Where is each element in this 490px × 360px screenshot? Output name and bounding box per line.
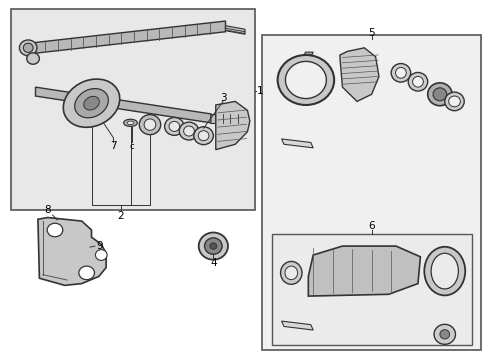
Text: 6: 6 <box>368 221 375 231</box>
Ellipse shape <box>27 53 39 64</box>
Ellipse shape <box>433 88 447 101</box>
Text: c: c <box>130 141 134 150</box>
Polygon shape <box>340 48 379 102</box>
Ellipse shape <box>184 126 195 136</box>
Ellipse shape <box>199 233 228 260</box>
Ellipse shape <box>84 96 99 110</box>
FancyBboxPatch shape <box>262 35 481 350</box>
Polygon shape <box>308 246 420 296</box>
Polygon shape <box>216 102 250 150</box>
Ellipse shape <box>395 67 406 78</box>
Polygon shape <box>35 87 211 123</box>
Ellipse shape <box>278 55 334 105</box>
Ellipse shape <box>413 76 423 87</box>
Ellipse shape <box>47 223 63 237</box>
Ellipse shape <box>204 238 222 254</box>
Text: 7: 7 <box>110 141 117 151</box>
FancyBboxPatch shape <box>272 234 471 345</box>
Ellipse shape <box>79 266 95 280</box>
Polygon shape <box>282 139 313 148</box>
Polygon shape <box>38 217 106 285</box>
Ellipse shape <box>194 127 213 145</box>
Ellipse shape <box>123 119 137 126</box>
Polygon shape <box>304 52 313 55</box>
Ellipse shape <box>139 114 161 135</box>
Ellipse shape <box>24 43 33 53</box>
Polygon shape <box>282 321 313 330</box>
FancyBboxPatch shape <box>11 9 255 210</box>
Text: 2: 2 <box>118 211 124 221</box>
Ellipse shape <box>440 330 450 339</box>
Ellipse shape <box>434 324 456 344</box>
Text: 9: 9 <box>97 241 103 251</box>
Ellipse shape <box>198 131 209 141</box>
Ellipse shape <box>445 92 464 111</box>
Ellipse shape <box>127 121 134 125</box>
Ellipse shape <box>281 261 302 284</box>
Ellipse shape <box>74 89 108 118</box>
Text: 4: 4 <box>210 258 217 268</box>
Text: 5: 5 <box>368 28 375 38</box>
Ellipse shape <box>96 249 107 260</box>
Text: 3: 3 <box>220 93 226 103</box>
Ellipse shape <box>285 266 297 280</box>
Ellipse shape <box>210 243 217 249</box>
Ellipse shape <box>449 96 460 107</box>
Ellipse shape <box>144 119 156 130</box>
Ellipse shape <box>20 40 37 56</box>
Ellipse shape <box>428 83 452 106</box>
Text: 8: 8 <box>45 205 51 215</box>
Ellipse shape <box>286 62 326 99</box>
Ellipse shape <box>179 122 199 140</box>
Polygon shape <box>211 114 247 123</box>
Ellipse shape <box>165 117 184 135</box>
Ellipse shape <box>63 79 120 127</box>
Polygon shape <box>225 26 245 34</box>
Ellipse shape <box>391 64 411 82</box>
Polygon shape <box>35 21 225 53</box>
Ellipse shape <box>431 253 459 289</box>
Ellipse shape <box>408 72 428 91</box>
Ellipse shape <box>424 247 465 296</box>
Ellipse shape <box>169 121 180 131</box>
Text: 1: 1 <box>257 86 264 96</box>
